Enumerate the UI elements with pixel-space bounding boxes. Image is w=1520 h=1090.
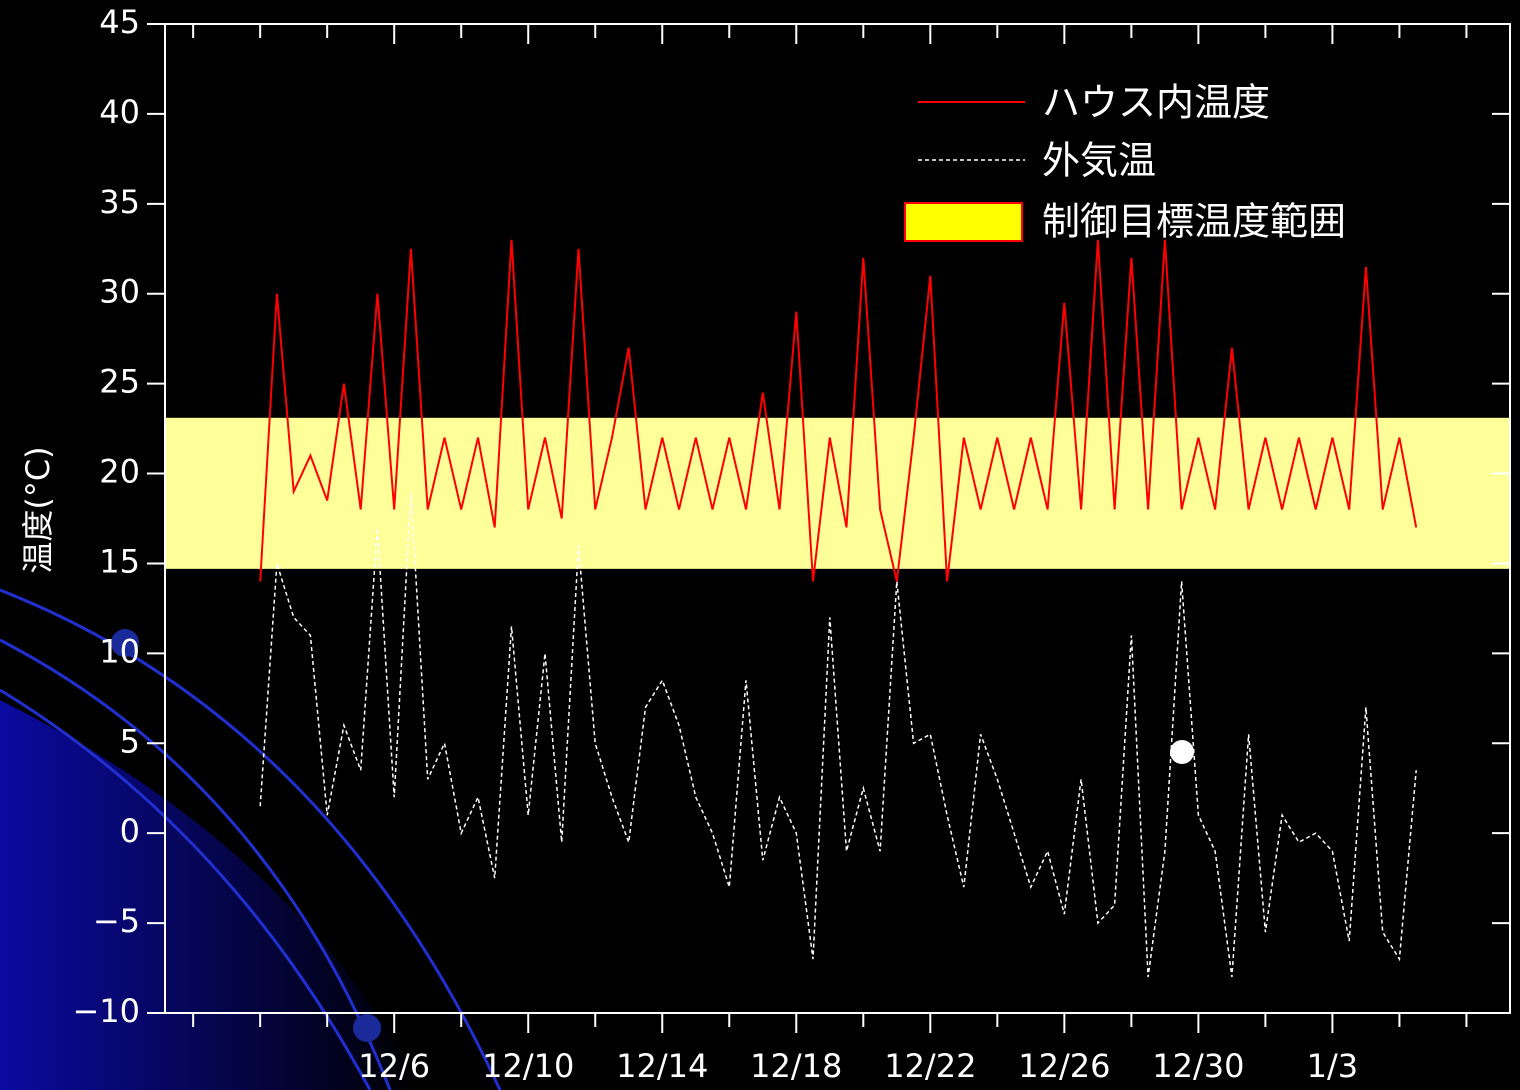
x-tick-label: 1/3	[1307, 1047, 1359, 1085]
y-tick-label: 40	[99, 93, 140, 131]
decoration-dot	[1170, 740, 1194, 764]
x-tick-label: 12/18	[750, 1047, 842, 1085]
decoration-dot	[353, 1014, 381, 1042]
y-tick-label: 30	[99, 273, 140, 311]
x-tick-label: 12/26	[1018, 1047, 1110, 1085]
legend-label: ハウス内温度	[1042, 81, 1270, 125]
y-tick-label: 10	[99, 632, 140, 670]
y-tick-label: 35	[99, 183, 140, 221]
y-tick-label: 45	[99, 3, 140, 41]
chart: −10 −5 0 5 10 15 20 25 30 35 40 45 12/6 12/10 12/14 12/…	[0, 0, 1520, 1090]
y-tick-label: 0	[120, 812, 140, 850]
legend-swatch	[905, 203, 1022, 241]
legend-label: 外気温	[1042, 139, 1156, 183]
y-tick-label: 25	[99, 363, 140, 401]
y-tick-label: 15	[99, 542, 140, 580]
x-tick-label: 12/6	[358, 1047, 430, 1085]
y-tick-label: −10	[72, 992, 140, 1030]
y-tick-label: 5	[120, 722, 140, 760]
x-tick-label: 12/22	[884, 1047, 976, 1085]
y-tick-label: 20	[99, 453, 140, 491]
x-tick-label: 12/10	[482, 1047, 574, 1085]
legend-label: 制御目標温度範囲	[1042, 200, 1346, 244]
x-tick-label: 12/30	[1152, 1047, 1244, 1085]
y-axis-label: 温度(°C)	[19, 446, 57, 573]
y-tick-label: −5	[93, 902, 140, 940]
x-tick-label: 12/14	[616, 1047, 708, 1085]
